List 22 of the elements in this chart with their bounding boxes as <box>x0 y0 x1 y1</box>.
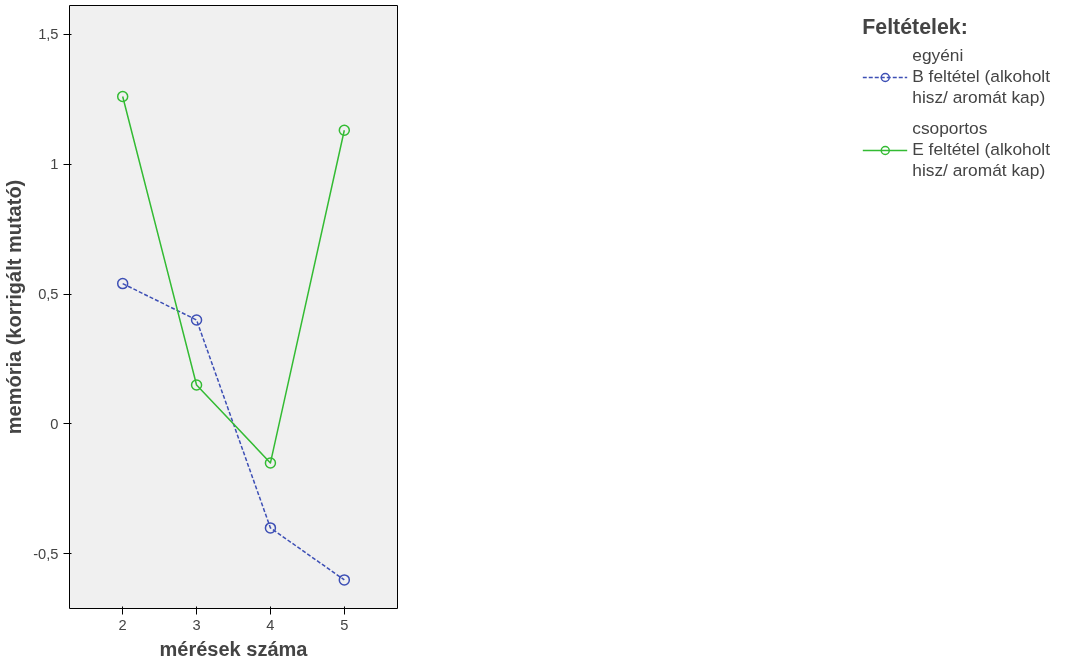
y-tick-label: 0 <box>50 415 59 432</box>
x-tick-label: 4 <box>266 616 275 633</box>
x-tick-label: 3 <box>192 616 201 633</box>
point <box>338 574 351 586</box>
legend-label: csoportos E feltétel (alkoholt hisz/ aromát kap) <box>912 118 1050 181</box>
point <box>264 457 277 469</box>
point <box>190 379 203 391</box>
point <box>264 522 277 534</box>
y-tick-label: 0,5 <box>38 286 59 302</box>
x-axis-title: mérések száma <box>159 637 309 660</box>
y-tick-label: 1 <box>50 156 59 173</box>
point <box>338 124 351 136</box>
y-tick-label: 1,5 <box>38 26 59 43</box>
point <box>116 90 129 103</box>
x-tick-label: 5 <box>340 616 349 633</box>
y-axis-title: memória (korrigált mutató) <box>3 179 26 435</box>
legend-label: egyéni B feltétel (alkoholt hisz/ aromát kap) <box>912 45 1050 108</box>
point <box>116 277 129 290</box>
legend-title: Feltételek: <box>862 15 969 40</box>
x-tick-label: 2 <box>118 616 127 633</box>
y-tick-label: -0,5 <box>33 545 59 562</box>
point <box>190 314 203 326</box>
